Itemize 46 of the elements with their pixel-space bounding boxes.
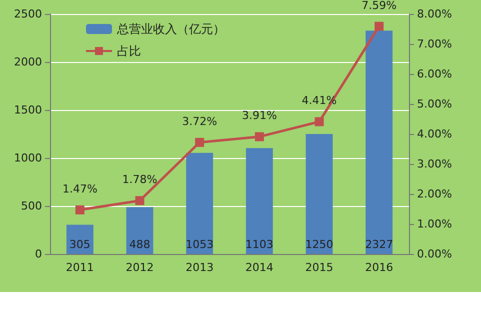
y-tick-label: 0 [35,248,42,260]
legend-label: 总营业收入（亿元） [116,22,225,36]
y2-tick-label: 2.00% [417,188,452,200]
data-label: 1.78% [122,173,158,186]
bar [306,134,333,254]
legend-label: 占比 [117,44,141,58]
y2-tick-label: 3.00% [417,158,452,170]
data-label: 3.72% [182,114,218,128]
data-label: 3.91% [242,109,277,122]
y-tick-label: 2500 [14,8,42,20]
x-tick-label: 2014 [245,261,274,274]
data-label: 2327 [365,238,394,251]
point [135,196,144,206]
y-tick-label: 500 [21,200,42,212]
point [374,22,384,31]
data-label: 1.47% [62,182,98,196]
y-tick-label: 1000 [14,152,42,164]
y2-tick-label: 6.00% [417,68,452,80]
data-label: 305 [69,238,90,251]
y2-tick-label: 5.00% [417,98,452,110]
x-tick-label: 2012 [126,261,154,274]
y2-tick-label: 1.00% [417,218,452,230]
data-label: 7.59% [362,0,397,12]
bar [246,148,273,254]
x-tick-label: 2016 [365,261,394,274]
x-tick-label: 2011 [66,261,94,274]
data-label: 1103 [245,238,274,251]
y2-tick-label: 0.00% [417,248,452,260]
y-tick-label: 1500 [14,104,42,116]
bar [186,152,214,254]
x-tick-label: 2015 [305,261,334,274]
point [254,132,264,142]
data-label: 488 [129,238,150,251]
x-tick-label: 2013 [186,261,214,274]
bar [66,224,94,254]
y2-tick-label: 7.00% [417,38,452,50]
y-tick-label: 2000 [14,56,42,68]
y2-tick-label: 8.00% [417,8,452,20]
data-label: 1053 [186,238,214,251]
y2-tick-label: 4.00% [417,128,452,140]
data-label: 1250 [305,238,334,251]
bar [366,30,393,254]
bar [126,207,154,254]
point [314,117,324,126]
point [195,138,204,147]
point [75,205,84,214]
